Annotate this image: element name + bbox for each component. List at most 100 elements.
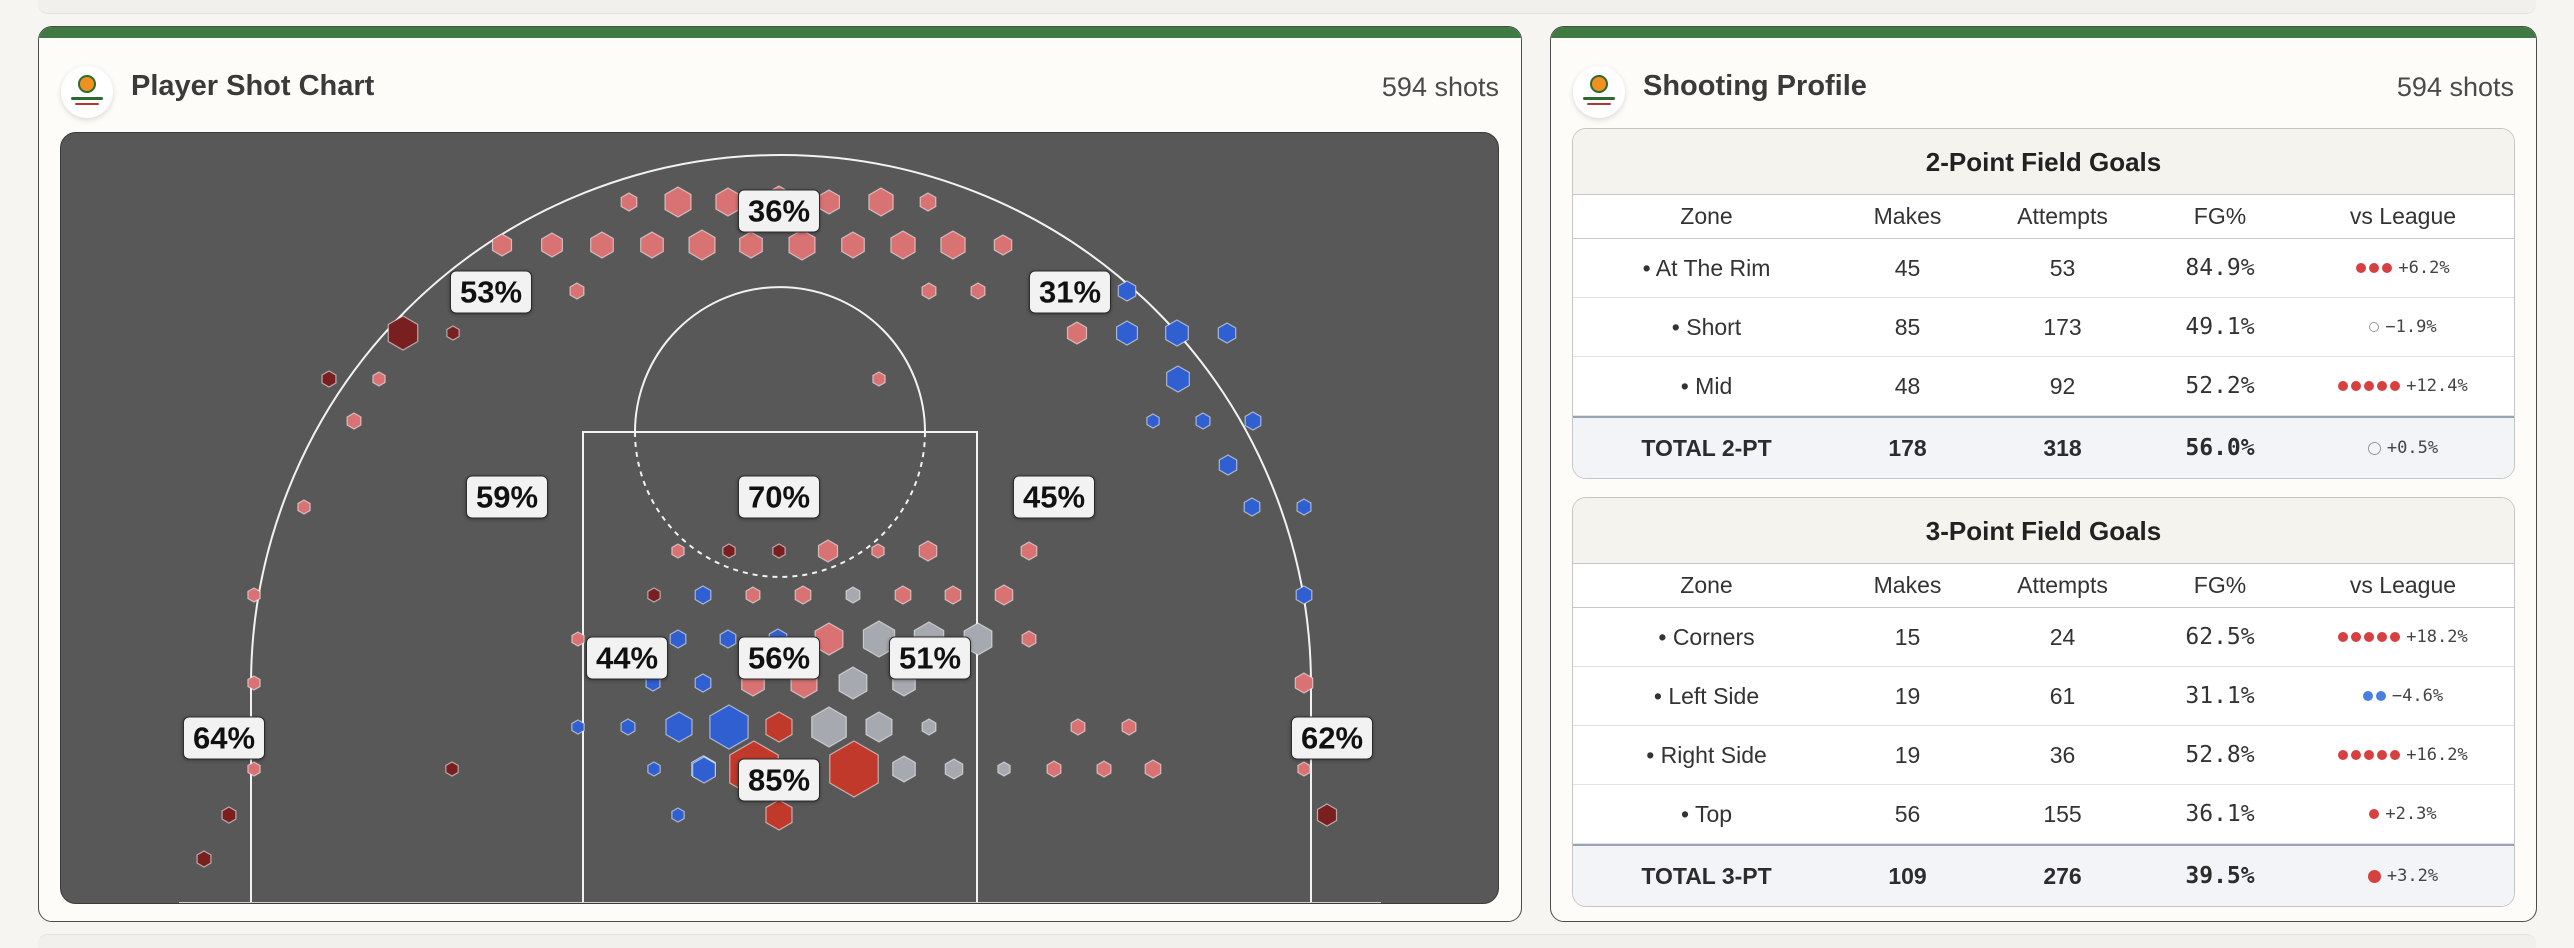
shot-hexagon[interactable] (664, 186, 692, 218)
rating-dot (2351, 632, 2362, 642)
shot-hexagon[interactable] (321, 370, 337, 388)
shot-hexagon[interactable] (1165, 319, 1189, 347)
shot-hexagon[interactable] (890, 230, 916, 260)
shot-hexagon[interactable] (247, 761, 261, 777)
shot-hexagon[interactable] (940, 230, 966, 260)
shot-hexagon[interactable] (1195, 412, 1211, 430)
shot-hexagon[interactable] (671, 543, 685, 559)
shot-hexagon[interactable] (620, 718, 636, 736)
shot-hexagon[interactable] (669, 629, 687, 649)
rating-dot (2338, 381, 2349, 391)
shot-hexagon[interactable] (892, 755, 916, 783)
shot-hexagon[interactable] (694, 673, 712, 693)
shot-hexagon[interactable] (297, 499, 311, 515)
shot-hexagon[interactable] (247, 675, 261, 691)
shot-hexagon[interactable] (1166, 365, 1190, 393)
shot-hexagon[interactable] (715, 187, 741, 217)
rating-dot (2377, 381, 2388, 391)
shot-hexagon[interactable] (692, 756, 716, 784)
shot-hexagon[interactable] (688, 229, 716, 261)
shot-hexagon[interactable] (794, 585, 812, 605)
shot-hexagon[interactable] (829, 740, 879, 798)
shot-hexagon[interactable] (571, 719, 585, 735)
shot-hexagon[interactable] (1144, 759, 1162, 779)
shot-hexagon[interactable] (719, 629, 737, 649)
shot-hexagon[interactable] (814, 622, 844, 656)
shot-hexagon[interactable] (970, 282, 986, 300)
shot-hexagon[interactable] (221, 806, 237, 824)
shot-hexagon[interactable] (196, 850, 212, 868)
shot-hexagon[interactable] (739, 231, 763, 259)
shot-hexagon[interactable] (772, 543, 786, 559)
shot-hexagon[interactable] (709, 704, 749, 750)
shot-hexagon[interactable] (671, 807, 685, 823)
vs-league-cell: +6.2% (2290, 239, 2514, 297)
shot-hexagon[interactable] (817, 189, 841, 215)
shot-hexagon[interactable] (1295, 585, 1313, 605)
shot-hexagon[interactable] (387, 315, 419, 351)
shot-hexagon[interactable] (491, 233, 513, 257)
shot-hexagon[interactable] (894, 585, 912, 605)
shot-hexagon[interactable] (868, 187, 894, 217)
shot-hexagon[interactable] (919, 192, 937, 212)
shot-hexagon[interactable] (1020, 541, 1038, 561)
shot-hexagon[interactable] (845, 586, 861, 604)
shot-hexagon[interactable] (1217, 322, 1237, 344)
shot-hexagon[interactable] (871, 543, 885, 559)
shot-hexagon[interactable] (865, 711, 893, 743)
shot-hexagon[interactable] (1117, 280, 1137, 302)
shot-hexagon[interactable] (445, 761, 459, 777)
shot-hexagon[interactable] (921, 718, 937, 736)
shot-hexagon[interactable] (1218, 454, 1238, 476)
shot-hexagon[interactable] (647, 587, 661, 603)
shot-hexagon[interactable] (993, 234, 1013, 256)
shot-hexagon[interactable] (571, 631, 585, 647)
shot-hexagon[interactable] (918, 540, 938, 562)
shot-hexagon[interactable] (788, 229, 816, 261)
shot-hexagon[interactable] (1096, 760, 1112, 778)
shot-hexagon[interactable] (862, 620, 896, 658)
shot-hexagon[interactable] (1243, 497, 1261, 517)
shot-hexagon[interactable] (944, 758, 964, 780)
shot-hexagon[interactable] (963, 622, 993, 656)
shot-hexagon[interactable] (665, 711, 693, 743)
shot-hexagon[interactable] (765, 799, 793, 831)
shot-hexagon[interactable] (994, 584, 1014, 606)
rating-dot (2338, 750, 2349, 760)
shot-hexagon[interactable] (620, 192, 638, 212)
shot-hexagon[interactable] (1296, 498, 1312, 516)
shot-hexagon[interactable] (997, 761, 1011, 777)
shot-hexagon[interactable] (1297, 761, 1311, 777)
shot-hexagon[interactable] (1021, 630, 1037, 648)
shot-hexagon[interactable] (1316, 803, 1338, 827)
shot-hexagon[interactable] (765, 711, 793, 743)
shot-hexagon[interactable] (817, 539, 839, 563)
shot-hexagon[interactable] (872, 371, 886, 387)
shot-hexagon[interactable] (944, 585, 962, 605)
shot-hexagon[interactable] (1066, 321, 1088, 345)
shot-hexagon[interactable] (446, 325, 460, 341)
shot-hexagon[interactable] (1070, 718, 1086, 736)
shot-hexagon[interactable] (247, 587, 261, 603)
shot-hexagon[interactable] (1146, 413, 1160, 429)
shot-hexagon[interactable] (372, 371, 386, 387)
shot-hexagon[interactable] (838, 666, 868, 700)
shot-hexagon[interactable] (569, 282, 585, 300)
shot-hexagon[interactable] (590, 231, 614, 259)
shot-hexagon[interactable] (811, 706, 847, 748)
shot-hexagon[interactable] (841, 231, 865, 259)
shot-hexagon[interactable] (647, 761, 661, 777)
shot-hexagon[interactable] (1121, 718, 1137, 736)
shot-hexagon[interactable] (745, 586, 761, 604)
shot-hexagon[interactable] (921, 282, 937, 300)
court-area[interactable]: 36% 53% 31% 59% 70% 45% 44% 56% 51% 64% 62% 85% (60, 132, 1499, 904)
shot-hexagon[interactable] (1244, 411, 1262, 431)
shot-hexagon[interactable] (1294, 672, 1314, 694)
shot-hexagon[interactable] (694, 585, 712, 605)
shot-hexagon[interactable] (640, 231, 664, 259)
shot-hexagon[interactable] (1115, 320, 1139, 346)
shot-hexagon[interactable] (541, 232, 563, 258)
shot-hexagon[interactable] (722, 543, 736, 559)
shot-hexagon[interactable] (1046, 760, 1062, 778)
shot-hexagon[interactable] (346, 412, 362, 430)
